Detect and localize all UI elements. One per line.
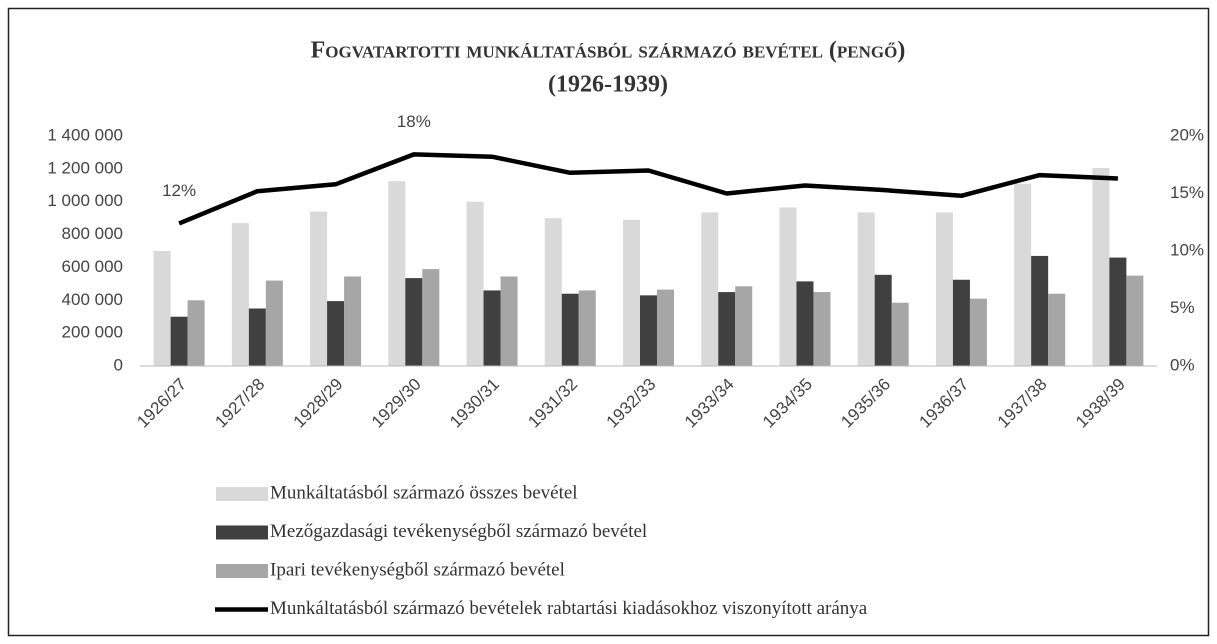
legend-swatch <box>216 487 268 501</box>
bar <box>857 212 875 366</box>
bar <box>153 251 171 366</box>
bar <box>578 290 596 366</box>
y2-tick-label: 10% <box>1170 240 1204 259</box>
bar <box>952 279 970 366</box>
bar <box>813 292 831 366</box>
legend-label: Munkáltatásból származó összes bevétel <box>270 482 578 503</box>
bar <box>935 212 953 366</box>
bar <box>405 278 423 366</box>
y-tick-label: 200 000 <box>62 323 123 342</box>
y-tick-label: 1 200 000 <box>47 158 123 177</box>
bar <box>500 276 518 366</box>
bar <box>310 211 328 366</box>
y2-tick-label: 0% <box>1170 355 1195 374</box>
bar <box>701 212 719 366</box>
bar <box>248 308 266 366</box>
bar <box>891 302 909 366</box>
legend-label: Mezőgazdasági tevékenységből származó be… <box>270 521 647 542</box>
y-tick-label: 600 000 <box>62 257 123 276</box>
bar <box>483 290 501 366</box>
bar <box>344 276 362 366</box>
y-tick-label: 800 000 <box>62 224 123 243</box>
bar <box>187 300 205 366</box>
bar <box>657 289 674 366</box>
bar <box>969 298 987 366</box>
legend-label: Ipari tevékenységből származó bevétel <box>270 559 565 580</box>
y-tick-label: 0 <box>114 355 123 374</box>
y-tick-label: 1 000 000 <box>47 191 123 210</box>
bar <box>1014 183 1032 366</box>
bar <box>170 316 188 366</box>
bar <box>422 269 440 366</box>
chart-title: Fogvatartotti munkáltatásból származó be… <box>311 38 906 64</box>
bar <box>466 201 484 366</box>
bar <box>718 292 736 366</box>
y2-tick-label: 20% <box>1170 125 1204 144</box>
bar <box>796 281 814 366</box>
legend-swatch <box>216 564 268 578</box>
bar <box>1048 293 1066 366</box>
data-label: 12% <box>162 181 196 200</box>
y-tick-label: 1 400 000 <box>47 125 123 144</box>
chart-border <box>7 7 1210 637</box>
bar <box>544 218 562 366</box>
chart-subtitle: (1926-1939) <box>548 72 668 98</box>
bar <box>1109 257 1127 366</box>
bar <box>1126 275 1144 366</box>
legend-swatch <box>216 525 268 540</box>
bar <box>327 301 345 366</box>
y2-tick-label: 5% <box>1170 298 1195 317</box>
y-tick-label: 400 000 <box>62 290 123 309</box>
bar <box>265 280 283 366</box>
bar <box>1031 255 1049 366</box>
bar <box>231 223 249 366</box>
bar <box>874 274 892 366</box>
legend-label: Munkáltatásból származó bevételek rabtar… <box>270 598 868 619</box>
data-label: 18% <box>397 112 431 131</box>
bar <box>561 293 579 366</box>
bar <box>779 207 797 366</box>
bar <box>388 181 406 366</box>
bar <box>640 295 657 366</box>
bar <box>1092 168 1110 366</box>
bar <box>623 219 640 366</box>
y2-tick-label: 15% <box>1170 183 1204 202</box>
bar <box>735 286 753 366</box>
line-series <box>178 152 1118 226</box>
